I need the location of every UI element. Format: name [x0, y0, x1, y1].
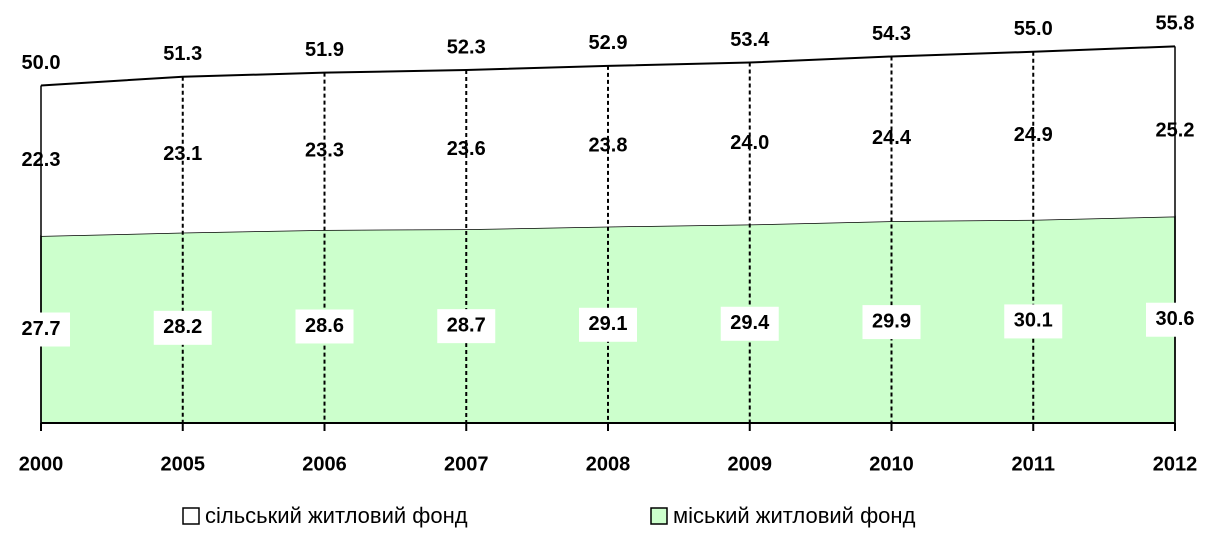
x-tick-label: 2010	[869, 453, 914, 475]
total-label: 52.3	[447, 36, 486, 58]
data-label: 29.4	[730, 312, 770, 334]
total-label: 55.0	[1014, 18, 1053, 40]
label-box	[1146, 302, 1204, 337]
data-label: 24.9	[1014, 124, 1053, 146]
total-label: 51.3	[163, 43, 202, 65]
label-box	[720, 306, 779, 341]
legend-label: сільський житловий фонд	[205, 503, 468, 528]
label-box	[437, 309, 496, 344]
total-label: 50.0	[22, 52, 61, 74]
data-label: 23.3	[305, 140, 344, 162]
data-label: 28.7	[447, 314, 486, 336]
legend-swatch	[182, 507, 200, 525]
x-tick-label: 2012	[1153, 453, 1198, 475]
total-label: 53.4	[730, 29, 770, 51]
label-box	[579, 307, 637, 342]
x-tick-label: 2000	[19, 453, 64, 475]
data-label: 30.1	[1014, 310, 1053, 332]
total-label: 51.9	[305, 39, 344, 61]
legend-swatch	[650, 507, 668, 525]
label-box	[1004, 304, 1063, 339]
data-label: 24.0	[730, 132, 769, 154]
x-tick-label: 2008	[586, 453, 631, 475]
data-label: 28.6	[305, 315, 344, 337]
data-label: 27.7	[22, 318, 61, 340]
total-label: 52.9	[589, 32, 628, 54]
data-label: 23.8	[589, 135, 628, 157]
x-tick-label: 2009	[728, 453, 773, 475]
data-label: 29.9	[872, 310, 911, 332]
label-box	[153, 310, 212, 345]
data-label: 23.6	[447, 138, 486, 160]
label-box	[12, 312, 70, 347]
legend-label: міський житловий фонд	[673, 503, 916, 528]
data-label: 29.1	[589, 313, 628, 335]
data-label: 28.2	[163, 316, 202, 338]
data-label: 30.6	[1156, 308, 1195, 330]
x-tick-label: 2011	[1012, 453, 1055, 475]
data-label: 24.4	[872, 127, 912, 149]
x-tick-label: 2006	[302, 453, 347, 475]
x-tick-label: 2007	[444, 453, 489, 475]
label-box	[862, 305, 921, 340]
data-label: 25.2	[1156, 120, 1195, 142]
x-tick-label: 2005	[161, 453, 206, 475]
label-box	[295, 309, 354, 344]
total-label: 54.3	[872, 23, 911, 45]
total-label: 55.8	[1156, 13, 1195, 35]
data-label: 22.3	[22, 149, 61, 171]
data-label: 23.1	[163, 143, 202, 165]
